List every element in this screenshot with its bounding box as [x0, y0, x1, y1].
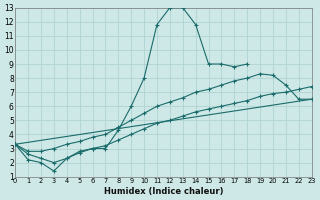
X-axis label: Humidex (Indice chaleur): Humidex (Indice chaleur) — [104, 187, 223, 196]
